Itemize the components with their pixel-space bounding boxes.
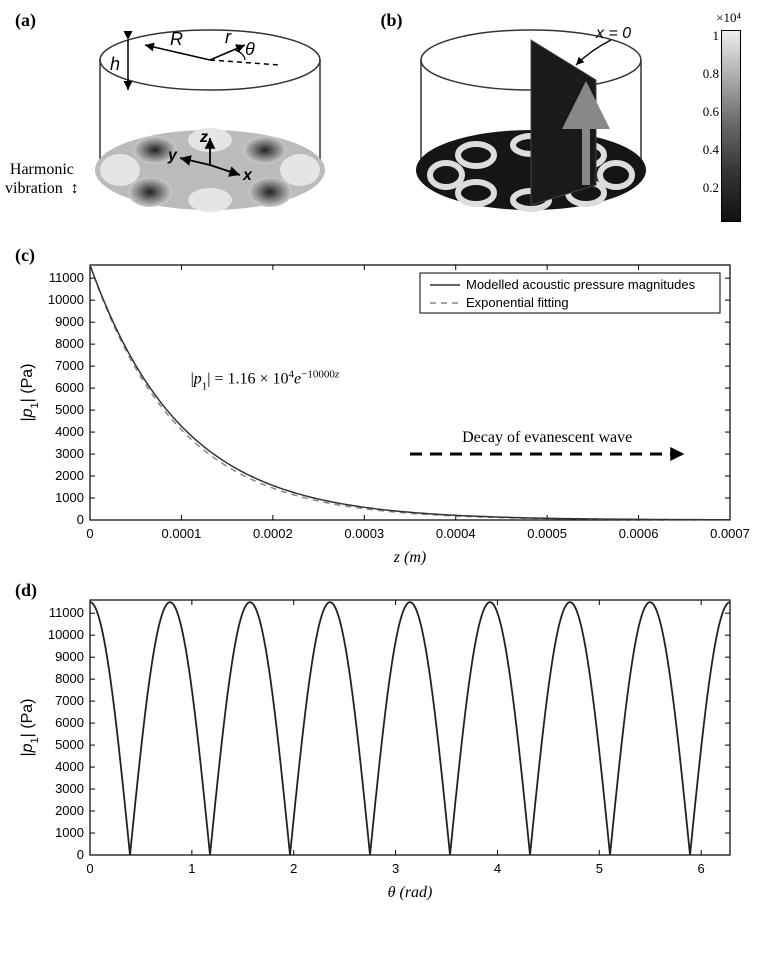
svg-text:6: 6 (698, 861, 705, 876)
svg-text:1000: 1000 (55, 825, 84, 840)
R-label: R (170, 29, 183, 49)
x0-annotation: x = 0 (595, 25, 631, 42)
svg-text:8000: 8000 (55, 671, 84, 686)
panel-d-label: (d) (15, 580, 37, 601)
svg-text:1: 1 (188, 861, 195, 876)
svg-text:3000: 3000 (55, 446, 84, 461)
svg-text:0.0007: 0.0007 (710, 526, 750, 541)
svg-text:10000: 10000 (48, 627, 84, 642)
svg-text:0.0006: 0.0006 (619, 526, 659, 541)
svg-text:7000: 7000 (55, 693, 84, 708)
h-label: h (110, 54, 120, 74)
svg-text:6000: 6000 (55, 380, 84, 395)
r-label: r (225, 27, 232, 47)
panel-a-label: (a) (15, 10, 36, 31)
svg-text:0.0001: 0.0001 (162, 526, 202, 541)
svg-text:z (m): z (m) (393, 549, 426, 566)
panel-a: (a) Harmonic vibration ↕ (10, 10, 381, 240)
svg-text:0: 0 (77, 847, 84, 862)
svg-text:10000: 10000 (48, 292, 84, 307)
svg-text:y: y (167, 147, 178, 164)
svg-text:3000: 3000 (55, 781, 84, 796)
svg-text:|p1| (Pa): |p1| (Pa) (19, 363, 41, 421)
chart-d-svg: 0 1000 2000 3000 4000 5000 6000 7000 8000 9000 100… (10, 585, 750, 905)
panel-b: (b) (381, 10, 752, 240)
svg-text:0: 0 (86, 526, 93, 541)
svg-text:7000: 7000 (55, 358, 84, 373)
svg-text:2000: 2000 (55, 803, 84, 818)
chart-c-svg: 0 1000 2000 3000 4000 5000 6000 7000 8000 9000 100… (10, 250, 750, 570)
svg-text:4: 4 (494, 861, 501, 876)
svg-text:5000: 5000 (55, 402, 84, 417)
theta-arc (235, 50, 245, 60)
svg-text:4000: 4000 (55, 424, 84, 439)
colorbar (721, 30, 741, 222)
theta-dash (210, 60, 280, 65)
svg-text:2: 2 (290, 861, 297, 876)
svg-text:9000: 9000 (55, 314, 84, 329)
svg-text:0.0005: 0.0005 (527, 526, 567, 541)
svg-text:0: 0 (77, 512, 84, 527)
svg-text:9000: 9000 (55, 649, 84, 664)
panel-c: (c) 010002000300040005000600070008000900… (10, 250, 751, 575)
svg-text:x: x (242, 167, 253, 184)
svg-text:0.0004: 0.0004 (436, 526, 476, 541)
svg-text:1000: 1000 (55, 490, 84, 505)
svg-text:5: 5 (596, 861, 603, 876)
svg-text:5000: 5000 (55, 737, 84, 752)
svg-text:0.0003: 0.0003 (344, 526, 384, 541)
figure-container: (a) Harmonic vibration ↕ (10, 10, 751, 910)
svg-text:θ (rad): θ (rad) (388, 884, 433, 901)
x0-pointer (576, 40, 611, 65)
svg-text:0.0002: 0.0002 (253, 526, 293, 541)
harmonic-vibration-label: Harmonic vibration ↕ (5, 160, 79, 198)
panel-b-label: (b) (381, 10, 403, 31)
svg-text:11000: 11000 (49, 270, 84, 285)
svg-text:Modelled acoustic pressure mag: Modelled acoustic pressure magnitudes (466, 277, 696, 292)
svg-text:3: 3 (392, 861, 399, 876)
svg-text:Exponential fitting: Exponential fitting (466, 295, 569, 310)
svg-text:z: z (199, 129, 208, 146)
svg-text:8000: 8000 (55, 336, 84, 351)
svg-text:|p1| (Pa): |p1| (Pa) (19, 698, 41, 756)
panel-d: (d) 010002000300040005000600070008000900… (10, 585, 751, 910)
panel-b-diagram: x = 0 (381, 10, 681, 230)
svg-text:6000: 6000 (55, 715, 84, 730)
theta-label: θ (245, 39, 255, 59)
svg-text:2000: 2000 (55, 468, 84, 483)
panel-c-label: (c) (15, 245, 35, 266)
svg-text:Decay of evanescent wave: Decay of evanescent wave (462, 429, 632, 446)
top-row: (a) Harmonic vibration ↕ (10, 10, 751, 240)
colorbar-ticks: 1 0.8 0.6 0.4 0.2 (703, 28, 719, 218)
svg-text:11000: 11000 (49, 605, 84, 620)
svg-text:0: 0 (86, 861, 93, 876)
svg-text:4000: 4000 (55, 759, 84, 774)
colorbar-exponent: ×10⁴ (716, 10, 741, 26)
